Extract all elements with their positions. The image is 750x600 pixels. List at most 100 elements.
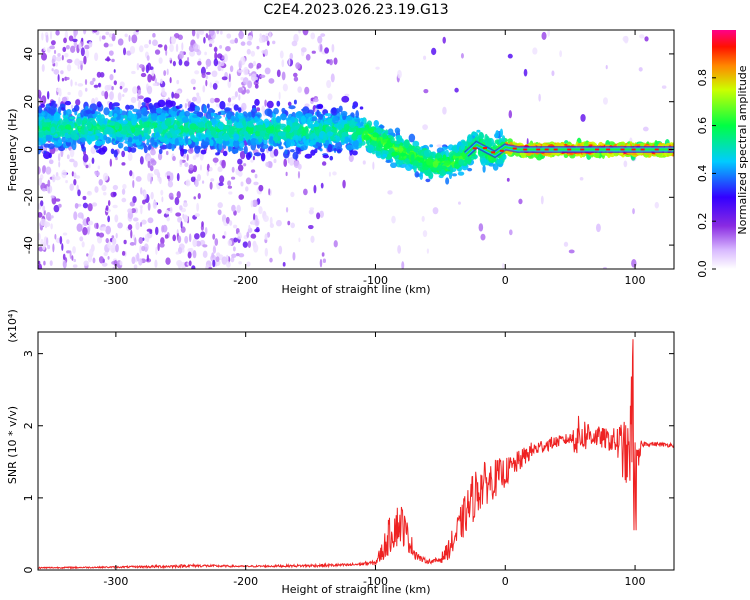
band-cell [48,152,52,159]
noise-speck [65,44,70,50]
noise-speck [130,229,133,239]
noise-speck [157,208,162,214]
noise-speck [88,220,94,226]
noise-speck [258,184,264,192]
band-cell [358,137,363,144]
noise-speck [165,257,171,265]
band-cell [293,99,297,105]
noise-speck [223,231,227,237]
band-cell [245,152,252,161]
noise-speck [208,166,213,172]
noise-speck [225,261,231,268]
band-cell [155,107,163,114]
spectrogram-x-axis: -300 -200 -100 0 100 [103,30,646,287]
noise-speck [240,41,246,46]
noise-speck [142,199,146,205]
noise-speck [227,239,233,247]
y-tick-label: 40 [22,47,35,61]
noise-speck [121,162,126,166]
noise-speck [199,30,205,36]
noise-speck [256,107,261,112]
noise-speck [136,252,140,262]
noise-speck [221,76,228,81]
noise-speck [67,91,71,96]
noise-speck [205,71,211,75]
band-cell [391,151,398,157]
noise-speck [231,204,236,212]
noise-speck [210,178,215,182]
band-cell [341,95,350,103]
noise-speck [153,168,160,176]
band-cell [273,107,279,115]
band-cell [141,102,146,106]
band-cell [367,144,375,153]
noise-speck [155,226,159,236]
noise-speck [141,245,146,252]
noise-speck [196,202,200,212]
noise-speck [297,86,303,93]
noise-speck [632,208,635,215]
band-cell [150,137,155,146]
noise-speck [642,126,649,132]
noise-speck [291,40,298,47]
band-cell [158,148,163,155]
noise-speck [170,172,174,182]
band-cell [443,160,451,166]
noise-speck [172,155,176,162]
band-cell [38,115,43,121]
noise-speck [82,202,89,209]
noise-speck [320,44,323,52]
noise-speck [194,70,200,75]
band-cell [143,128,149,134]
band-cell [325,139,330,146]
band-cell [218,122,224,131]
noise-speck [196,173,201,182]
noise-speck [293,72,298,78]
noise-speck [146,55,150,61]
noise-speck [432,207,439,215]
noise-speck [547,30,550,37]
noise-speck [245,186,249,192]
noise-speck [631,259,637,268]
noise-speck [135,30,139,33]
noise-speck [94,52,99,62]
noise-speck [51,58,55,65]
noise-speck [131,256,136,265]
noise-speck [362,160,366,165]
noise-speck [62,232,68,236]
noise-speck [50,195,55,199]
noise-speck [602,266,607,269]
noise-speck [232,246,236,252]
y-tick-label: -20 [22,188,35,206]
noise-speck [45,212,52,221]
band-cell [159,114,166,122]
noise-speck [298,237,301,243]
noise-speck [283,158,288,167]
noise-speck [541,31,547,40]
band-cell [301,129,307,136]
band-cell [71,141,77,151]
noise-speck [423,55,427,60]
noise-speck [253,213,256,222]
noise-speck [138,45,144,53]
noise-speck [321,252,325,257]
noise-speck [243,163,247,167]
noise-speck [110,244,116,254]
band-cell [143,145,148,154]
band-cell [302,135,306,143]
noise-speck [563,241,569,247]
noise-speck [163,91,167,97]
noise-speck [189,50,196,57]
noise-speck [268,188,271,196]
noise-speck [192,250,197,259]
noise-speck [170,36,176,45]
band-cell [441,165,448,170]
band-cell [295,111,303,117]
noise-speck [96,232,100,237]
band-cell [247,112,253,118]
band-cell [114,121,120,129]
band-cell [495,130,500,138]
noise-speck [78,42,82,50]
noise-speck [73,258,77,263]
band-cell [304,113,313,118]
